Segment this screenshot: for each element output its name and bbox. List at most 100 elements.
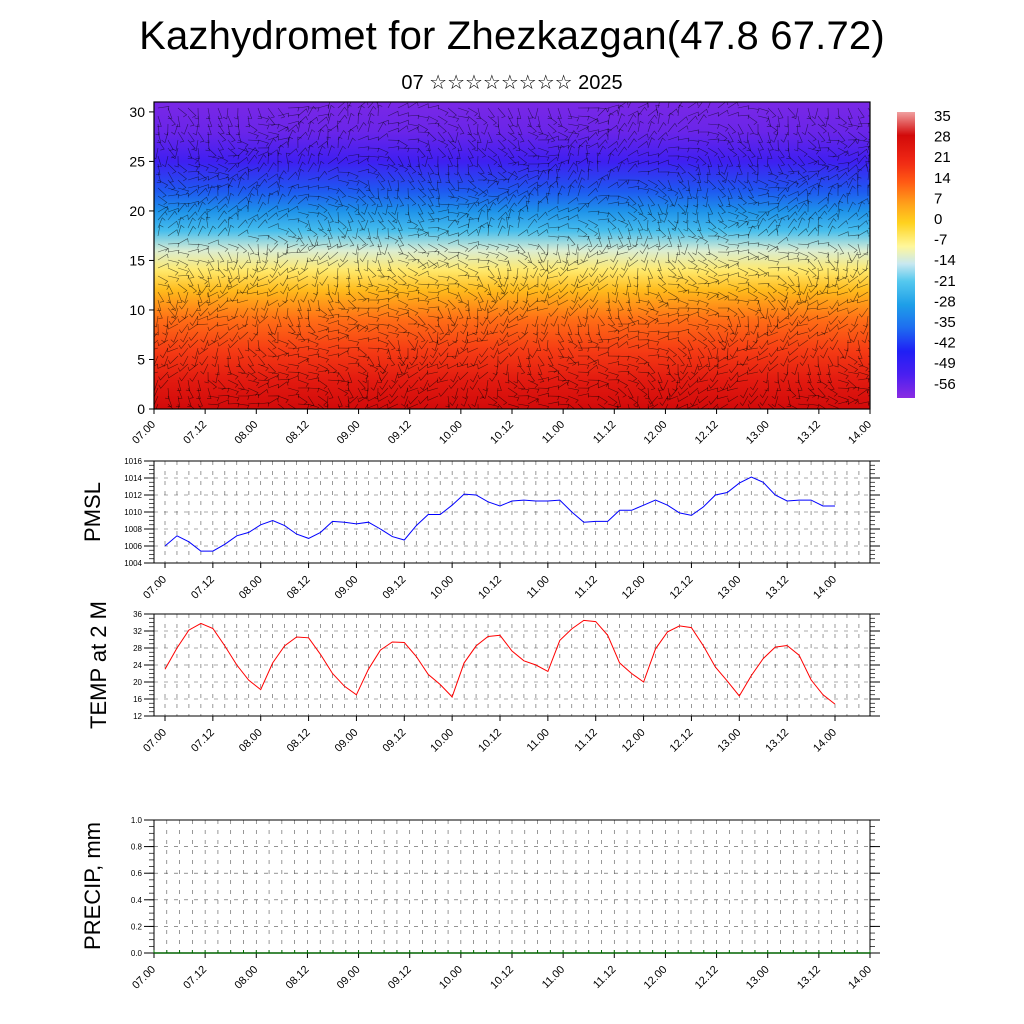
wind-barb [847,395,859,405]
wind-barb [784,123,790,136]
x-tick-label: 08.12 [284,419,312,447]
wind-barb [507,123,515,135]
wind-barb [807,216,814,229]
wind-barb [160,355,169,367]
wind-barb [167,395,173,407]
wind-barb [597,379,609,387]
wind-barb [597,132,608,141]
wind-barb [857,291,869,298]
wind-barb [154,387,159,399]
wind-barb [257,172,269,181]
wind-barb [797,258,810,264]
wind-barb [277,227,289,235]
wind-barb [657,227,667,238]
wind-barb [597,194,610,200]
wind-barb [637,362,650,367]
wind-barb [841,347,849,360]
wind-barb [717,123,729,132]
wind-barb [217,379,226,390]
wind-barb [501,275,509,287]
wind-barb [417,283,430,289]
wind-barb [367,120,374,133]
wind-barb [587,346,600,351]
wind-barb [617,113,625,125]
wind-barb [769,307,779,319]
wind-barb [777,236,789,245]
wind-barb [204,371,209,384]
wind-barb [317,145,326,157]
wind-barb [487,107,495,119]
wind-barb [467,275,480,281]
wind-barb [797,180,809,189]
temp2m-x-axis: 07.00 07.12 08.00 08.12 09.00 09.12 10.00 10.12… [141,716,839,755]
wind-barb [607,371,619,379]
wind-barb [707,203,714,215]
wind-barb [536,339,542,352]
wind-barb [687,102,699,109]
wind-barb [547,131,556,143]
wind-barb [850,331,859,343]
wind-barb [851,315,859,327]
wind-barb [168,315,179,326]
wind-barb [597,174,609,181]
colorbar-label: 35 [934,108,951,125]
wind-barb [337,114,348,125]
wind-barb [297,346,310,351]
wind-barb [705,211,710,224]
wind-barb [737,282,750,287]
x-tick-label: 13.12 [795,964,823,992]
wind-barb [547,123,557,134]
wind-barb [457,171,463,183]
wind-barb [245,115,250,128]
wind-barb [607,168,615,181]
wind-barb [397,171,405,183]
wind-barb [637,315,649,325]
wind-barb [856,339,861,352]
wind-barb [187,363,199,372]
wind-barb [597,145,606,157]
wind-barb [227,139,236,151]
wind-barb [747,307,759,316]
wind-barb [826,131,831,144]
wind-barb [477,147,487,158]
wind-barb [740,387,749,399]
y-tick-label: 1012 [124,491,142,500]
wind-barb [497,339,509,347]
wind-barb [387,235,399,244]
pmsl-grid [154,461,870,563]
wind-barb [816,139,821,152]
wind-barb [227,251,233,263]
wind-barb [547,375,559,381]
wind-barb [367,267,377,278]
wind-barb [407,371,419,379]
wind-barb [407,259,420,264]
wind-barb [167,403,174,409]
wind-barb [567,184,575,197]
wind-barb [819,339,829,350]
wind-barb [807,160,819,165]
wind-barb [255,339,260,352]
wind-barb [205,216,211,229]
wind-barb [337,243,349,249]
wind-barb [715,163,721,176]
wind-barb [597,196,609,205]
wind-barb [753,171,759,184]
wind-barb [307,235,314,247]
wind-barb [607,315,616,327]
wind-barb [277,339,289,348]
wind-barb [207,323,219,332]
wind-barb [547,291,559,299]
wind-barb [507,170,518,181]
wind-barb [307,144,314,157]
wind-barb [529,347,539,359]
wind-barb [437,283,450,290]
wind-barb [847,298,859,304]
wind-barb [767,171,779,180]
wind-barb [657,283,668,294]
wind-barb [577,379,590,386]
wind-barb [497,147,508,157]
wind-barb [297,153,306,165]
wind-barb [537,147,549,155]
wind-barb [455,403,459,409]
wind-barb [517,251,529,261]
